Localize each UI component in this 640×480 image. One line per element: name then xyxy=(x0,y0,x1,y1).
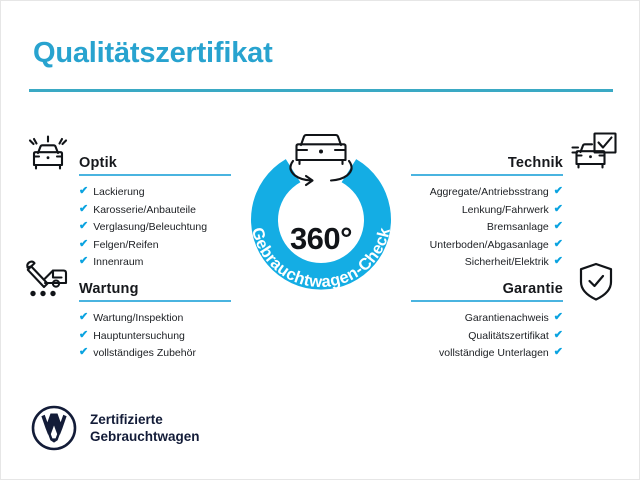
section-garantie-title: Garantie xyxy=(502,281,563,297)
section-garantie-divider xyxy=(411,300,563,302)
shield-check-icon xyxy=(576,261,616,303)
section-technik-header: Technik xyxy=(411,147,563,176)
check-icon: ✔ xyxy=(79,328,89,341)
list-item: Aggregate/Antriebsstrang ✔ xyxy=(411,184,563,202)
section-garantie-header: Garantie xyxy=(411,273,563,302)
section-technik-divider xyxy=(411,174,563,176)
list-item: Bremsanlage ✔ xyxy=(411,219,563,237)
badge-360-gebrauchtwagen-check: Gebrauchtwagen-Check 360° xyxy=(229,119,413,309)
check-icon: ✔ xyxy=(79,311,89,324)
section-wartung-divider xyxy=(79,300,231,302)
check-icon: ✔ xyxy=(79,202,89,215)
list-item-label: Hauptuntersuchung xyxy=(93,329,185,342)
check-icon: ✔ xyxy=(553,346,563,359)
section-optik-list: ✔ Lackierung ✔ Karosserie/Anbauteile ✔ Verg… xyxy=(79,184,231,272)
car-checkbox-icon xyxy=(570,131,618,173)
vw-brand-text: Zertifizierte Gebrauchtwagen xyxy=(90,411,200,445)
check-icon: ✔ xyxy=(79,220,89,233)
list-item-label: Qualitätszertifikat xyxy=(468,329,549,342)
list-item: ✔ Verglasung/Beleuchtung xyxy=(79,219,231,237)
section-optik: Optik ✔ Lackierung ✔ Karosserie/Anbauteile… xyxy=(79,147,231,272)
section-wartung: Wartung ✔ Wartung/Inspektion ✔ Hauptunters… xyxy=(79,273,231,363)
check-icon: ✔ xyxy=(553,237,563,250)
check-icon: ✔ xyxy=(553,255,563,268)
section-wartung-list: ✔ Wartung/Inspektion ✔ Hauptuntersuchung ✔… xyxy=(79,310,231,363)
list-item-label: Verglasung/Beleuchtung xyxy=(93,221,208,233)
section-technik-title: Technik xyxy=(507,155,563,171)
car-shine-icon xyxy=(25,133,71,173)
badge-center-text: 360° xyxy=(289,221,353,256)
list-item-label: Felgen/Reifen xyxy=(93,238,159,251)
check-icon: ✔ xyxy=(553,202,563,215)
list-item: Garantienachweis ✔ xyxy=(411,310,563,328)
section-wartung-title: Wartung xyxy=(79,281,139,297)
list-item-label: vollständiges Zubehör xyxy=(93,347,196,359)
vw-brand-line-2: Gebrauchtwagen xyxy=(90,429,200,444)
list-item-label: Innenraum xyxy=(93,256,144,268)
list-item-label: Garantienachweis xyxy=(464,312,549,324)
list-item: ✔ Hauptuntersuchung xyxy=(79,328,231,346)
list-item: Unterboden/Abgasanlage ✔ xyxy=(411,237,563,255)
check-icon: ✔ xyxy=(79,237,89,250)
list-item-label: vollständige Unterlagen xyxy=(439,347,549,359)
list-item: vollständige Unterlagen ✔ xyxy=(411,345,563,363)
list-item: Lenkung/Fahrwerk ✔ xyxy=(411,202,563,220)
list-item: ✔ Wartung/Inspektion xyxy=(79,310,231,328)
list-item: ✔ Karosserie/Anbauteile xyxy=(79,202,231,220)
vw-brand-line-1: Zertifizierte xyxy=(90,412,163,427)
list-item: ✔ Lackierung xyxy=(79,184,231,202)
section-technik: Technik Aggregate/Antriebsstrang ✔ Lenkun… xyxy=(411,147,563,272)
wrench-car-icon xyxy=(23,259,73,301)
vw-logo-icon xyxy=(31,405,77,451)
section-garantie-list: Garantienachweis ✔ Qualitätszertifikat ✔ v… xyxy=(411,310,563,363)
check-icon: ✔ xyxy=(553,185,563,198)
list-item: Sicherheit/Elektrik ✔ xyxy=(411,254,563,272)
list-item-label: Bremsanlage xyxy=(486,221,549,233)
check-icon: ✔ xyxy=(79,255,89,268)
list-item-label: Lackierung xyxy=(93,186,145,198)
list-item-label: Karosserie/Anbauteile xyxy=(93,203,196,216)
badge-ring xyxy=(251,159,391,290)
check-icon: ✔ xyxy=(553,311,563,324)
list-item: ✔ vollständiges Zubehör xyxy=(79,345,231,363)
list-item-label: Sicherheit/Elektrik xyxy=(464,256,549,268)
check-icon: ✔ xyxy=(553,220,563,233)
list-item: Qualitätszertifikat ✔ xyxy=(411,328,563,346)
list-item-label: Unterboden/Abgasanlage xyxy=(429,238,549,251)
list-item: ✔ Innenraum xyxy=(79,254,231,272)
check-icon: ✔ xyxy=(79,346,89,359)
section-optik-header: Optik xyxy=(79,147,231,176)
page-title: Qualitätszertifikat xyxy=(33,37,273,69)
title-divider xyxy=(29,89,613,92)
car-rotate-icon xyxy=(289,133,353,187)
section-garantie: Garantie Garantienachweis ✔ Qualitätszert… xyxy=(411,273,563,363)
footer-branding: Zertifizierte Gebrauchtwagen xyxy=(31,405,200,451)
section-optik-divider xyxy=(79,174,231,176)
section-optik-title: Optik xyxy=(79,155,118,171)
list-item-label: Wartung/Inspektion xyxy=(93,312,184,324)
list-item: ✔ Felgen/Reifen xyxy=(79,237,231,255)
section-wartung-header: Wartung xyxy=(79,273,231,302)
check-icon: ✔ xyxy=(553,328,563,341)
check-icon: ✔ xyxy=(79,185,89,198)
section-technik-list: Aggregate/Antriebsstrang ✔ Lenkung/Fahrwe… xyxy=(411,184,563,272)
list-item-label: Lenkung/Fahrwerk xyxy=(461,203,549,216)
list-item-label: Aggregate/Antriebsstrang xyxy=(429,186,549,198)
